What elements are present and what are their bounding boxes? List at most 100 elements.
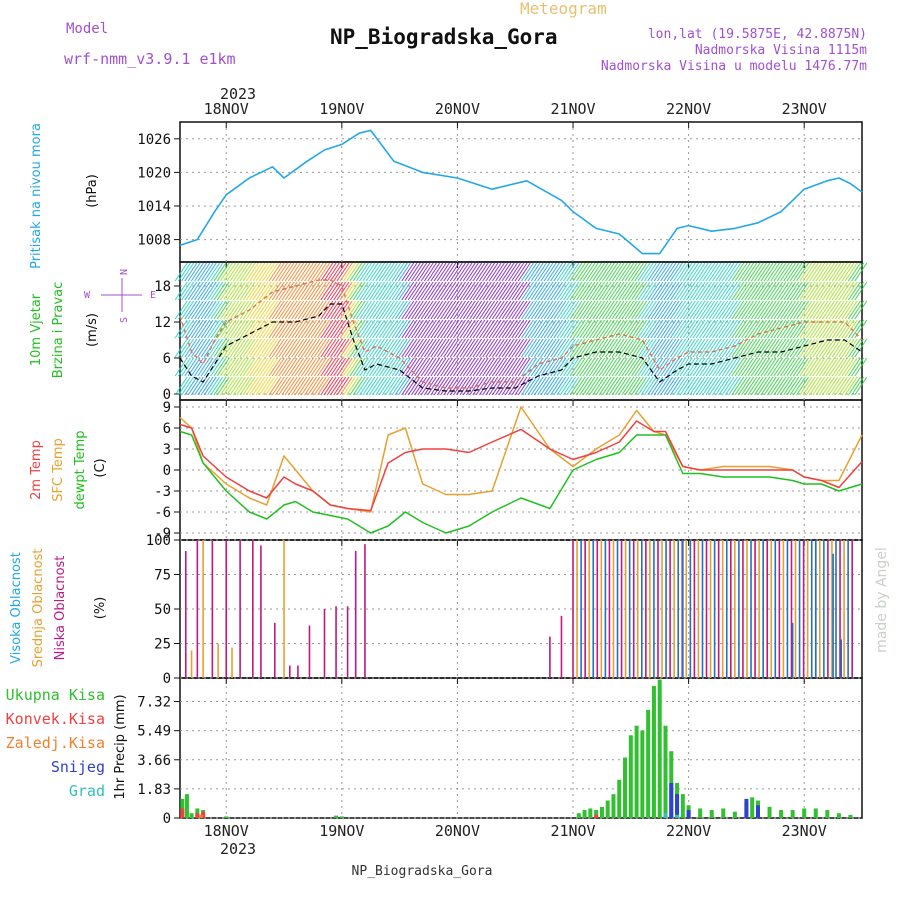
- wind-barb: [313, 338, 327, 358]
- wind-barb: [514, 262, 528, 282]
- wind-barb: [543, 262, 557, 282]
- wind-barb: [453, 262, 466, 282]
- wind-barb: [530, 357, 544, 377]
- wind-barb: [417, 262, 431, 282]
- wind-barb: [268, 376, 282, 396]
- wind-barb: [475, 300, 489, 320]
- wind-barb: [255, 262, 269, 282]
- wind-barb: [281, 300, 295, 320]
- elevation-label: Nadmorska Visina 1115m: [695, 43, 867, 58]
- wind-barb: [669, 300, 683, 320]
- wind-barb: [268, 319, 282, 339]
- wind-barb: [834, 300, 848, 320]
- wind-barb: [682, 300, 696, 320]
- wind-barb: [414, 357, 428, 377]
- wind-barb: [385, 262, 398, 282]
- wind-barb: [724, 376, 738, 396]
- wind-barb: [689, 281, 703, 301]
- wind-barb: [359, 281, 373, 301]
- wind-barb: [559, 338, 573, 358]
- model-name: wrf-nmm_v3.9.1 e1km: [64, 50, 236, 68]
- wind-barb: [851, 357, 865, 377]
- wind-barb: [673, 300, 687, 320]
- wind-barb: [381, 262, 395, 282]
- wind-barb: [326, 300, 340, 320]
- wind-barb: [462, 262, 476, 282]
- wind-barb: [828, 300, 842, 320]
- wind-barb: [757, 300, 771, 320]
- credit-watermark: made by Angel: [874, 547, 890, 653]
- wind-barb: [838, 300, 852, 320]
- wind-barb: [472, 319, 486, 339]
- wind-barb: [304, 338, 318, 358]
- wind-barb: [825, 376, 839, 396]
- wind-barb: [456, 300, 470, 320]
- wind-barb: [854, 300, 868, 320]
- wind-barb: [686, 300, 699, 320]
- wind-barb: [404, 376, 418, 396]
- precip-bar: [339, 816, 344, 818]
- wind-barb: [184, 262, 198, 282]
- wind-barb: [300, 357, 314, 377]
- wind-barb: [300, 300, 314, 320]
- wind-barb: [404, 357, 418, 377]
- wind-barb: [297, 338, 311, 358]
- wind-barb: [346, 300, 360, 320]
- wind-barb: [844, 338, 858, 358]
- wind-barb: [728, 376, 742, 396]
- wind-barb: [210, 300, 224, 320]
- wind-barb: [650, 357, 664, 377]
- wind-barb: [741, 319, 755, 339]
- wind-barb: [226, 338, 240, 358]
- wind-barb: [459, 281, 473, 301]
- wind-barb: [181, 319, 195, 339]
- wind-barb: [501, 262, 515, 282]
- wind-barb: [566, 338, 580, 358]
- wind-barb: [187, 338, 201, 358]
- wind-barb: [326, 281, 340, 301]
- wind-barb: [650, 281, 664, 301]
- wind-barb: [310, 300, 324, 320]
- wind-barb: [495, 262, 509, 282]
- wind-barb: [359, 319, 373, 339]
- model-label: Model: [66, 21, 108, 37]
- wind-barb: [786, 262, 800, 282]
- wind-barb: [287, 262, 301, 282]
- wind-barb: [362, 357, 376, 377]
- wind-barb: [375, 262, 389, 282]
- wind-barb: [472, 338, 486, 358]
- wind-barb: [414, 281, 428, 301]
- wind-barb: [184, 281, 198, 301]
- wind-barb: [792, 319, 806, 339]
- wind-barb: [621, 300, 635, 320]
- wind-barb: [679, 376, 693, 396]
- wind-barb: [644, 262, 657, 282]
- wind-barb: [323, 357, 337, 377]
- wind-barb: [763, 319, 777, 339]
- wind-barb: [663, 376, 677, 396]
- wind-barb: [621, 281, 635, 301]
- precip-bar: [767, 806, 772, 818]
- wind-barb: [760, 262, 774, 282]
- wind-barb: [728, 281, 742, 301]
- wind-barb: [420, 300, 434, 320]
- wind-barb: [741, 357, 755, 377]
- wind-barb: [711, 338, 725, 358]
- wind-barb: [647, 262, 661, 282]
- wind-barb: [537, 338, 551, 358]
- wind-barb: [440, 262, 454, 282]
- wind-barb: [660, 262, 674, 282]
- wind-barb: [417, 338, 431, 358]
- wind-barb: [255, 357, 269, 377]
- wind-barb: [563, 300, 577, 320]
- wind-barb: [537, 281, 551, 301]
- wind-barb: [398, 376, 411, 396]
- wind-barb: [355, 281, 369, 301]
- wind-barb: [491, 319, 505, 339]
- wind-barb: [653, 376, 667, 396]
- wind-barb: [501, 338, 515, 358]
- wind-barb: [297, 319, 311, 339]
- wind-barb: [847, 319, 861, 339]
- wind-barb: [330, 357, 343, 377]
- wind-barb: [381, 319, 395, 339]
